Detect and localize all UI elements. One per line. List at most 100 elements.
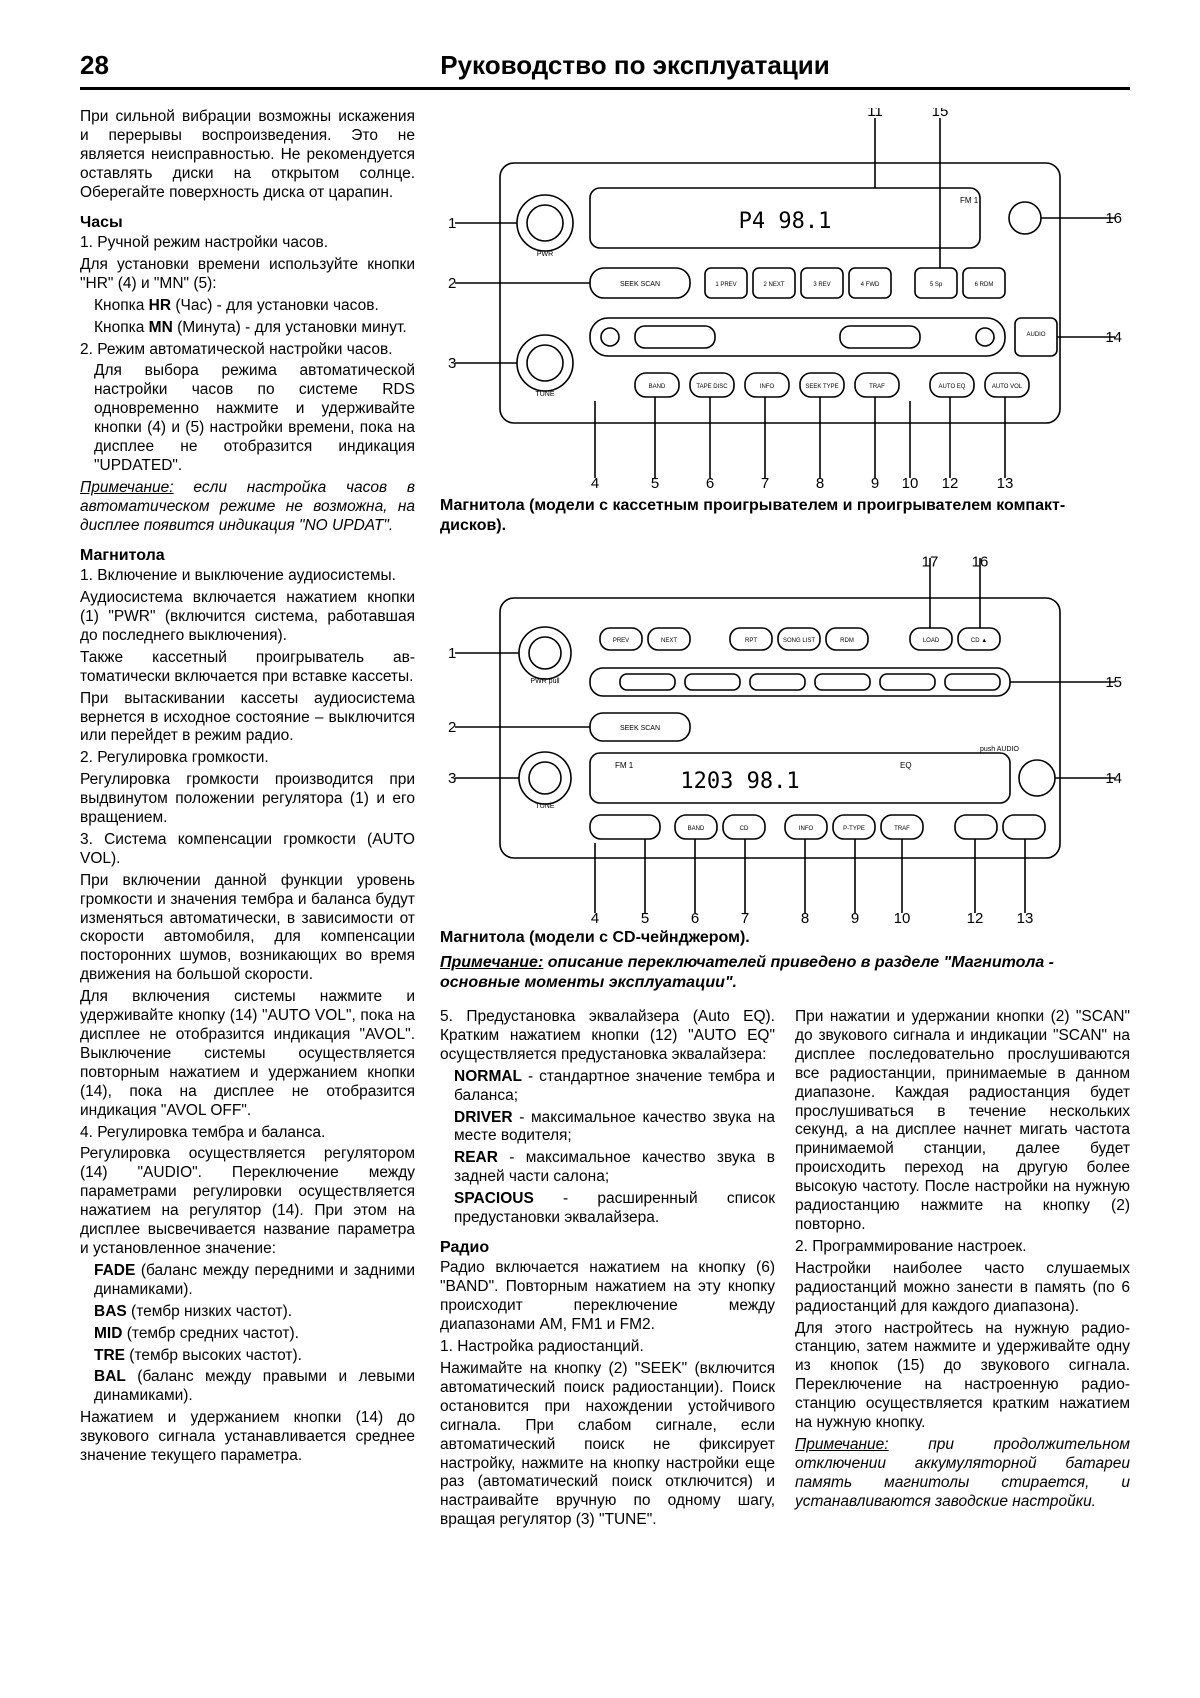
- svg-text:3: 3: [448, 355, 456, 372]
- figure-1: 15 11 1 2 3 16 14 4 5 6 7 8 9 10 12 13: [440, 108, 1130, 488]
- svg-text:9: 9: [851, 910, 859, 923]
- svg-text:TRAF: TRAF: [894, 826, 910, 832]
- svg-text:PWR: PWR: [537, 251, 553, 258]
- svg-text:EQ: EQ: [900, 761, 912, 770]
- svg-text:1: 1: [448, 645, 456, 662]
- svg-text:3: 3: [448, 770, 456, 787]
- paragraph: 2. Режим автоматической настройки часов.: [80, 341, 415, 360]
- svg-text:11: 11: [867, 108, 883, 120]
- svg-text:AUDIO: AUDIO: [1026, 332, 1045, 338]
- paragraph: Кнопка HR (Час) - для установки ча­сов.: [80, 297, 415, 316]
- paragraph: Настройки наиболее часто слушаемых радио…: [795, 1260, 1130, 1317]
- paragraph: BAL (баланс между правыми и ле­выми дина…: [80, 1368, 415, 1406]
- svg-text:4: 4: [591, 475, 599, 488]
- paragraph: DRIVER - максимальное качество звука на …: [440, 1109, 775, 1147]
- svg-text:SEEK SCAN: SEEK SCAN: [620, 281, 660, 288]
- paragraph: Для установки времени используйте кнопки…: [80, 256, 415, 294]
- middle-column: 5. Предустановка эквалайзера (Auto EQ). …: [440, 1008, 775, 1533]
- note: Примечание: если настройка часов в автом…: [80, 479, 415, 536]
- paragraph: MID (тембр средних частот).: [80, 1325, 415, 1344]
- paragraph: 3. Система компенсации громкости (AUTO V…: [80, 831, 415, 869]
- svg-text:5: 5: [641, 910, 649, 923]
- svg-text:8: 8: [816, 475, 824, 488]
- svg-text:8: 8: [801, 910, 809, 923]
- paragraph: 1. Включение и выключение аудио­системы.: [80, 567, 415, 586]
- paragraph: Регулировка громкости производится при в…: [80, 771, 415, 828]
- svg-text:TAPE DISC: TAPE DISC: [696, 384, 728, 390]
- paragraph: Аудиосистема включается нажатием кнопки …: [80, 589, 415, 646]
- svg-text:FM 1: FM 1: [960, 196, 979, 205]
- paragraph: 2. Регулировка громкости.: [80, 749, 415, 768]
- svg-text:4 FWD: 4 FWD: [861, 282, 880, 288]
- svg-text:NEXT: NEXT: [661, 638, 677, 644]
- svg-text:6: 6: [691, 910, 699, 923]
- heading-radio: Радио: [440, 1238, 775, 1258]
- heading-clock: Часы: [80, 213, 415, 233]
- paragraph: Кнопка MN (Минута) - для установки минут…: [80, 319, 415, 338]
- paragraph: Для выбора режима автоматической настрой…: [80, 362, 415, 475]
- paragraph: При нажатии и удержании кнопки (2) "SCAN…: [795, 1008, 1130, 1235]
- svg-text:BAND: BAND: [649, 384, 666, 390]
- paragraph: REAR - максимальное качество зву­ка в за…: [440, 1149, 775, 1187]
- svg-text:6: 6: [706, 475, 714, 488]
- svg-text:TUNE: TUNE: [535, 391, 554, 398]
- paragraph: При сильной вибрации возможны ис­кажения…: [80, 108, 415, 203]
- svg-text:AUTO EQ: AUTO EQ: [939, 384, 966, 390]
- svg-text:14: 14: [1105, 770, 1122, 787]
- svg-text:3 REV: 3 REV: [813, 282, 830, 288]
- content-area: При сильной вибрации возможны ис­кажения…: [80, 108, 1130, 1648]
- svg-text:SEEK TYPE: SEEK TYPE: [805, 384, 838, 390]
- svg-text:5 Sp: 5 Sp: [930, 282, 943, 288]
- paragraph: 5. Предустановка эквалайзера (Auto EQ). …: [440, 1008, 775, 1065]
- paragraph: При вытаскивании кассеты аудиосисте­ма в…: [80, 690, 415, 747]
- svg-text:2: 2: [448, 719, 456, 736]
- svg-text:15: 15: [932, 108, 949, 120]
- svg-text:15: 15: [1105, 674, 1122, 691]
- paragraph: FADE (баланс между передними и задними д…: [80, 1262, 415, 1300]
- svg-text:13: 13: [997, 475, 1014, 488]
- figure-2-note: Примечание: описание переключателей прив…: [440, 953, 1130, 993]
- figure-2: 17 16 1 2 3 15 14 4 5 6 7 8 9 10 12 13: [440, 553, 1130, 923]
- svg-text:1 PREV: 1 PREV: [715, 282, 736, 288]
- svg-text:10: 10: [894, 910, 911, 923]
- svg-text:14: 14: [1105, 329, 1122, 346]
- svg-text:7: 7: [741, 910, 749, 923]
- svg-text:CD ▲: CD ▲: [971, 638, 987, 644]
- heading-radio-unit: Магнитола: [80, 546, 415, 566]
- svg-text:1203 98.1: 1203 98.1: [680, 769, 799, 794]
- svg-text:6 RDM: 6 RDM: [975, 282, 994, 288]
- paragraph: Регулировка осуществляется регуля­тором …: [80, 1145, 415, 1258]
- svg-text:P-TYPE: P-TYPE: [843, 826, 865, 832]
- svg-text:RPT: RPT: [745, 638, 757, 644]
- figure-1-caption: Магнитола (модели с кассетным проигрыват…: [440, 496, 1130, 536]
- left-column: При сильной вибрации возможны ис­кажения…: [80, 108, 415, 1469]
- svg-text:2: 2: [448, 275, 456, 292]
- svg-text:INFO: INFO: [799, 826, 814, 832]
- svg-text:SEEK SCAN: SEEK SCAN: [620, 725, 660, 732]
- right-column: При нажатии и удержании кнопки (2) "SCAN…: [795, 1008, 1130, 1515]
- paragraph: NORMAL - стандартное значение тембра и б…: [440, 1068, 775, 1106]
- svg-text:push AUDIO: push AUDIO: [980, 746, 1019, 753]
- figure-2-caption: Магнитола (модели с CD-чейнджером).: [440, 928, 1130, 948]
- svg-text:BAND: BAND: [688, 826, 705, 832]
- paragraph: 1. Настройка радиостанций.: [440, 1338, 775, 1357]
- svg-text:2 NEXT: 2 NEXT: [763, 282, 784, 288]
- svg-text:4: 4: [591, 910, 599, 923]
- paragraph: Нажатием и удержанием кнопки (14) до зву…: [80, 1409, 415, 1466]
- svg-text:9: 9: [871, 475, 879, 488]
- svg-text:TUNE: TUNE: [535, 803, 554, 810]
- svg-text:17: 17: [922, 553, 939, 570]
- svg-text:PWR pull: PWR pull: [530, 678, 560, 685]
- paragraph: SPACIOUS - расширенный список предустано…: [440, 1190, 775, 1228]
- page-header: 28 Руководство по эксплуатации: [80, 50, 1130, 90]
- page-title: Руководство по эксплуатации: [140, 50, 1130, 81]
- paragraph: При включении данной функции уро­вень гр…: [80, 872, 415, 985]
- paragraph: Также кассетный проигрыватель ав­томатич…: [80, 649, 415, 687]
- figure-2-svg: 17 16 1 2 3 15 14 4 5 6 7 8 9 10 12 13: [440, 553, 1130, 923]
- paragraph: 2. Программирование настроек.: [795, 1238, 1130, 1257]
- svg-text:7: 7: [761, 475, 769, 488]
- page-number: 28: [80, 50, 140, 81]
- svg-text:AUTO VOL: AUTO VOL: [992, 384, 1023, 390]
- paragraph: TRE (тембр высоких частот).: [80, 1347, 415, 1366]
- svg-text:13: 13: [1017, 910, 1034, 923]
